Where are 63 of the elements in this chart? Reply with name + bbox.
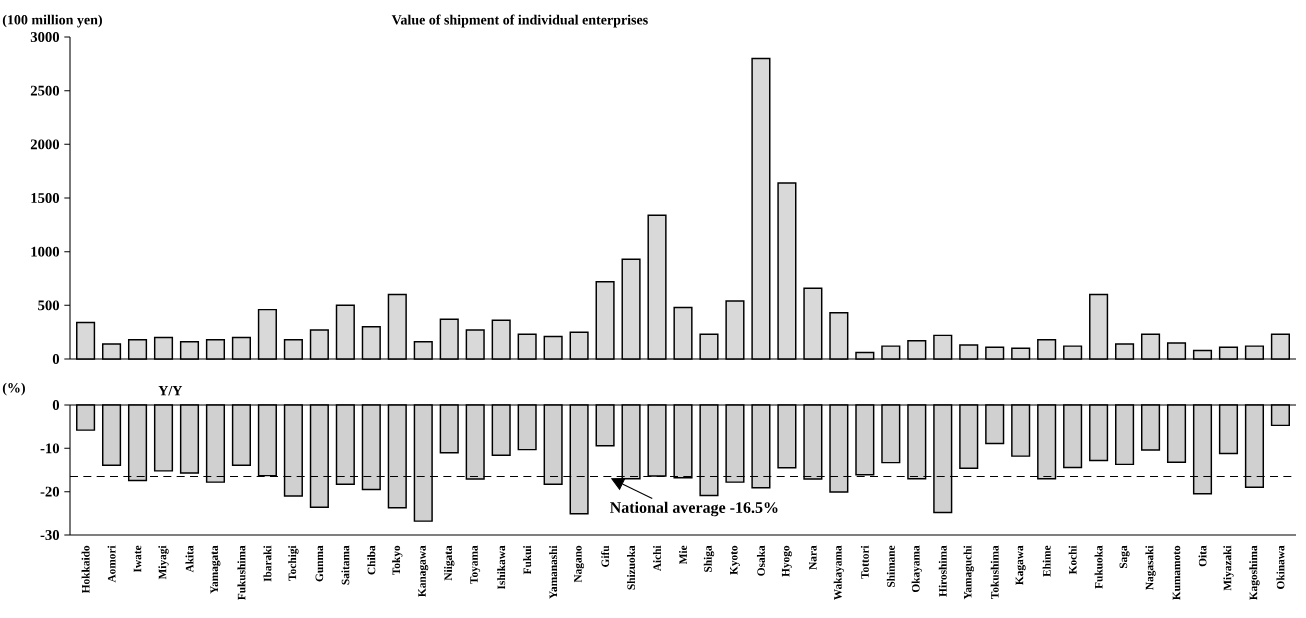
y-tick-label: 2000 [30, 139, 60, 150]
y-tick-label: 0 [52, 400, 60, 410]
x-tick-label: Kagawa [1015, 545, 1026, 585]
x-tick-label: Fukushima [237, 545, 246, 601]
x-tick-label: Nara [809, 545, 817, 570]
x-tick-label: Yamanashi [549, 545, 558, 599]
y-tick-label: -30 [40, 530, 60, 540]
y-tick-label: -10 [40, 443, 60, 454]
x-tick-label: Osaka [756, 545, 765, 576]
x-tick-label: Oita [1198, 545, 1207, 567]
x-tick-label: Niigata [444, 545, 455, 581]
y-tick-label: 500 [38, 300, 60, 311]
x-tick-label: Yamagata [210, 545, 221, 594]
x-tick-label: Kagoshima [1249, 545, 1260, 600]
x-tick-label: Kochi [1068, 545, 1077, 575]
x-tick-label: Kyoto [730, 545, 740, 575]
x-tick-label: Gunma [315, 545, 324, 582]
y-tick-label: 0 [52, 354, 60, 364]
y-tick-label: 2500 [30, 85, 60, 96]
x-tick-label: Tochigi [288, 545, 299, 581]
x-tick-label: Tokushima [990, 545, 999, 599]
x-tick-label: Chiba [367, 545, 376, 575]
x-tick-label: Nagasaki [1145, 545, 1156, 590]
x-tick-label: Okinawa [1276, 545, 1285, 589]
x-tick-label: Ishikawa [497, 545, 506, 590]
x-tick-label: Saitama [341, 545, 350, 585]
x-tick-label: Shizuoka [627, 545, 636, 590]
x-tick-label: Kumamoto [1172, 545, 1181, 600]
x-tick-label: Tottori [860, 545, 869, 579]
x-tick-label: Miyagi [158, 545, 169, 580]
y-axis-title: (100 million yen) [2, 14, 102, 28]
x-tick-label: Fukuoka [1094, 545, 1103, 589]
chart-title: Y/Y [158, 386, 183, 396]
y-tick-label: 3000 [30, 32, 60, 42]
y-tick-label: 1000 [31, 246, 60, 257]
y-tick-label: -20 [40, 486, 60, 497]
x-tick-label: Mie [679, 545, 687, 565]
x-tick-label: Okayama [911, 545, 922, 593]
x-tick-label: Miyazaki [1223, 545, 1234, 591]
x-tick-label: Aomori [107, 545, 116, 583]
x-tick-label: Ibaraki [263, 545, 272, 582]
chart-title: Value of shipment of individual enterprises [391, 14, 648, 28]
y-tick-label: 1500 [31, 193, 60, 203]
x-tick-label: Hiroshima [938, 545, 947, 597]
x-tick-label: Hokkaido [81, 545, 90, 594]
legend-label: National average -16.5% [610, 501, 778, 517]
x-tick-label: Fukui [523, 545, 532, 575]
x-tick-label: Nagano [574, 545, 585, 583]
x-tick-label: Tokyo [392, 545, 403, 576]
x-tick-label: Shimane [886, 545, 895, 587]
x-tick-label: Gifu [601, 545, 610, 567]
x-tick-label: Toyama [470, 545, 481, 584]
x-tick-label: Iwate [133, 545, 142, 573]
x-tick-label: Shiga [703, 545, 715, 572]
y-axis-title: (%) [2, 382, 25, 396]
x-tick-label: Akita [185, 545, 194, 573]
x-tick-label: Aichi [653, 545, 662, 572]
x-tick-label: Wakayama [833, 545, 845, 601]
x-tick-label: Ehime [1042, 545, 1051, 577]
x-tick-label: Hyogo [781, 545, 792, 577]
x-tick-label: Yamaguchi [963, 545, 974, 600]
x-tick-label: Kanagawa [418, 545, 429, 597]
x-tick-label: Saga [1119, 545, 1130, 569]
